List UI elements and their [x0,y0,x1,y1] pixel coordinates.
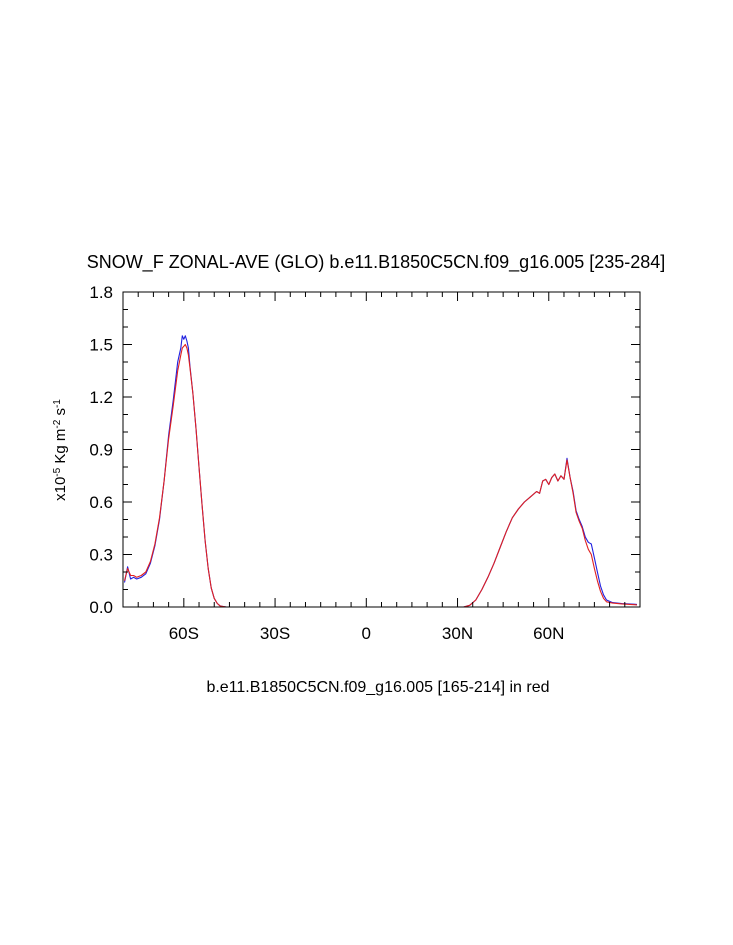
y-tick-label: 1.8 [89,283,113,302]
y-label-unit2: s [52,408,69,420]
y-tick-label: 0.6 [89,493,113,512]
y-tick-label: 1.5 [89,336,113,355]
y-label-exp: -5 [52,467,63,476]
y-label-unit2-exp: -1 [52,399,63,408]
y-tick-label: 0.3 [89,546,113,565]
chart-title: SNOW_F ZONAL-AVE (GLO) b.e11.B1850C5CN.f… [87,252,666,273]
y-tick-label: 1.2 [89,388,113,407]
x-tick-label: 60S [169,624,199,643]
x-tick-label: 60N [533,624,564,643]
y-tick-label: 0.9 [89,441,113,460]
y-label-unit: Kg m [52,429,69,468]
x-tick-label: 0 [362,624,371,643]
y-tick-label: 0.0 [89,598,113,617]
x-tick-label: 30S [260,624,290,643]
series-line-0 [123,335,638,608]
y-axis-label: x10-5 Kg m-2 s-1 [52,399,70,501]
x-tick-label: 30N [442,624,473,643]
x-axis-label: b.e11.B1850C5CN.f09_g16.005 [165-214] in… [206,679,549,696]
series-line-1 [123,343,638,608]
plot-area: 0.0 0.3 0.6 0.9 1.2 1.5 1.8 60S 30S 0 30N 60N [89,283,641,643]
y-label-prefix: x10 [52,477,69,501]
plot-frame [122,291,641,608]
y-label-unit-exp: -2 [52,419,63,428]
